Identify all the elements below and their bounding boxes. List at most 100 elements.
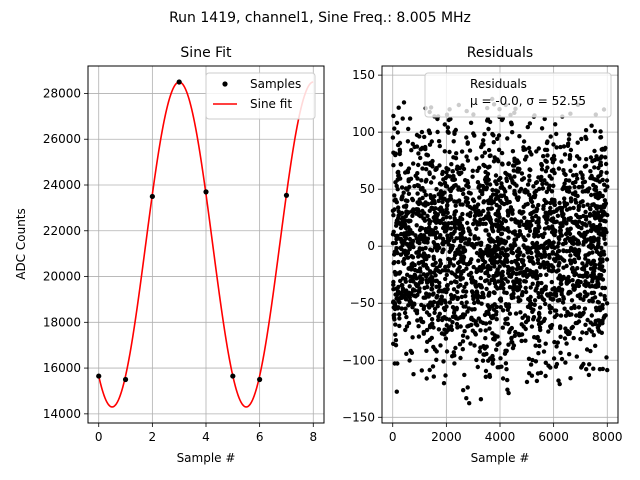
- residual-point: [403, 279, 408, 284]
- residual-point: [600, 321, 605, 326]
- residual-point: [531, 194, 537, 199]
- residual-point: [591, 333, 596, 338]
- residual-point: [564, 201, 570, 207]
- residual-point: [418, 155, 423, 161]
- residual-point: [442, 221, 448, 226]
- residual-point: [467, 148, 473, 153]
- residual-point: [432, 194, 437, 199]
- residual-point: [595, 211, 600, 217]
- residual-point: [533, 231, 539, 236]
- residual-point: [548, 296, 553, 301]
- residual-point: [567, 352, 572, 357]
- residual-point: [454, 305, 459, 311]
- residual-point: [567, 185, 572, 190]
- residual-point: [505, 387, 510, 392]
- residual-point: [541, 297, 547, 303]
- residual-point: [543, 341, 548, 346]
- residual-point: [589, 313, 594, 318]
- residual-point: [416, 151, 421, 156]
- residual-point: [490, 227, 495, 232]
- residual-point: [425, 280, 430, 285]
- residual-point: [422, 211, 427, 216]
- residual-point: [438, 189, 444, 194]
- residual-point: [523, 319, 529, 325]
- residual-point: [481, 199, 487, 204]
- residual-point: [534, 253, 540, 259]
- residual-point: [474, 250, 480, 256]
- residual-point: [459, 300, 464, 306]
- residual-point: [399, 282, 405, 288]
- residual-point: [498, 198, 503, 203]
- residual-point: [478, 345, 483, 350]
- residual-point: [501, 186, 507, 192]
- residual-point: [496, 218, 501, 223]
- residual-point: [591, 272, 596, 277]
- residual-point: [491, 140, 496, 145]
- residual-point: [437, 311, 442, 316]
- residual-point: [396, 173, 401, 178]
- residual-point: [430, 364, 436, 369]
- residual-point: [544, 189, 549, 195]
- residual-point: [392, 193, 397, 198]
- residuals-xtick-label: 4000: [485, 430, 516, 444]
- residual-point: [538, 272, 543, 278]
- residual-point: [442, 149, 447, 154]
- residual-point: [434, 357, 439, 362]
- residual-point: [447, 174, 452, 179]
- residual-point: [427, 142, 433, 147]
- residual-point: [478, 275, 483, 281]
- residual-point: [484, 351, 489, 357]
- residual-point: [416, 260, 421, 266]
- residual-point: [541, 246, 547, 251]
- residual-point: [394, 296, 399, 301]
- residual-point: [574, 250, 579, 256]
- residual-point: [441, 381, 447, 386]
- residual-point: [431, 299, 437, 305]
- residual-point: [430, 282, 435, 288]
- residual-point: [562, 152, 568, 157]
- residual-point: [600, 277, 606, 282]
- residual-point: [438, 343, 443, 348]
- residual-point: [503, 361, 509, 366]
- residual-point: [453, 127, 458, 133]
- residual-point: [604, 355, 609, 360]
- residual-point: [495, 157, 500, 162]
- residual-point: [423, 144, 428, 150]
- residual-point: [468, 191, 473, 196]
- residual-point: [588, 266, 594, 271]
- residual-point: [557, 200, 562, 206]
- residuals-ytick-label: −50: [350, 296, 375, 310]
- residual-point: [497, 271, 502, 276]
- residual-point: [407, 184, 412, 190]
- residual-point: [409, 148, 414, 153]
- residual-point: [393, 151, 398, 156]
- residual-point: [424, 229, 429, 235]
- residual-point: [546, 185, 551, 191]
- residual-point: [576, 255, 581, 260]
- residual-point: [553, 122, 558, 127]
- residual-point: [573, 237, 578, 242]
- residual-point: [419, 368, 424, 373]
- residual-point: [461, 191, 466, 197]
- residual-point: [497, 259, 502, 264]
- residual-point: [529, 301, 534, 307]
- residual-point: [476, 236, 481, 241]
- residual-point: [549, 279, 554, 285]
- residual-point: [482, 278, 488, 284]
- residual-point: [486, 213, 492, 219]
- residual-point: [461, 229, 466, 234]
- residual-point: [549, 176, 554, 181]
- residual-point: [447, 237, 452, 243]
- residual-point: [448, 188, 453, 194]
- residual-point: [399, 306, 404, 311]
- residual-point: [549, 269, 554, 274]
- residual-point: [486, 232, 491, 237]
- residual-point: [530, 357, 535, 363]
- residual-point: [424, 167, 429, 172]
- residual-point: [395, 271, 400, 276]
- residual-point: [491, 336, 496, 342]
- residual-point: [452, 256, 457, 261]
- residual-point: [492, 222, 498, 227]
- residual-point: [510, 244, 515, 249]
- residual-point: [519, 257, 524, 263]
